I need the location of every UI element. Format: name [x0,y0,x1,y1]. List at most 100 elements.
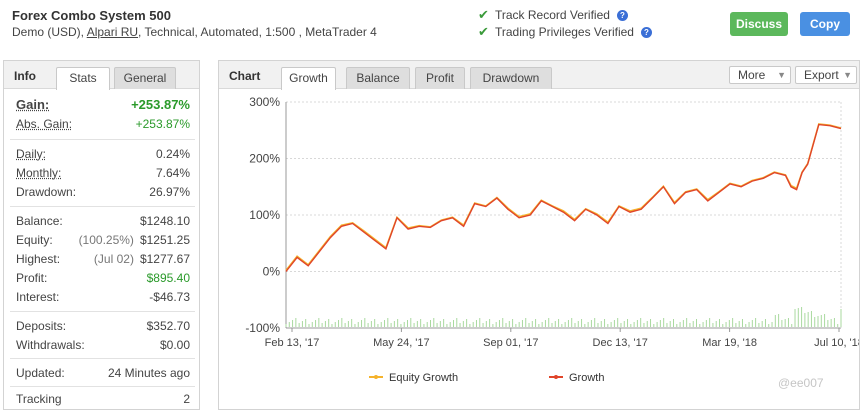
y-tick-label: 0% [263,265,281,279]
legend-label-equity-growth: Equity Growth [389,372,458,384]
discuss-button[interactable]: Discuss [730,12,788,36]
daily-value: 0.24% [155,147,190,161]
info-panel: Info Stats General Gain: +253.87% Abs. G… [3,60,200,410]
tab-general[interactable]: General [114,67,176,89]
x-tick-label: Sep 01, '17 [483,337,538,349]
legend-label-growth: Growth [569,372,604,384]
drawdown-label: Drawdown: [16,185,77,199]
growth-chart[interactable]: 300% 200% 100% 0% -100% Feb 13, '17 May 24, '… [219,90,859,410]
y-axis-labels: 300% 200% 100% 0% -100% [245,95,280,335]
watermark: @ee007 [778,376,824,390]
withdrawals-label: Withdrawals: [16,338,85,352]
track-record-verified: ✔ Track Record Verified ? [478,7,628,23]
legend-marker-growth [554,375,558,379]
x-tick-label: Dec 13, '17 [593,337,648,349]
stat-gain: Gain: +253.87% [16,97,190,113]
check-icon: ✔ [478,24,489,39]
balance-value: $1248.10 [139,214,190,228]
divider [10,311,195,312]
trading-privileges-label: Trading Privileges Verified [495,25,634,39]
daily-label[interactable]: Daily: [16,147,47,161]
profit-label: Profit: [16,271,48,285]
x-tick-label: Jul 10, '18 [814,337,859,349]
volume-bars [285,307,842,327]
chart-legend: Equity Growth Growth [369,372,604,384]
abs-gain-value: +253.87% [135,117,190,131]
tab-profit[interactable]: Profit [415,67,465,89]
stat-abs-gain: Abs. Gain: +253.87% [16,117,190,133]
x-tick-label: Feb 13, '17 [265,337,320,349]
system-subtitle: Demo (USD), Alpari RU, Technical, Automa… [12,25,377,39]
equity-value: $1251.25 [139,233,190,247]
equity-label: Equity: [16,233,53,247]
divider [10,206,195,207]
highest-label: Highest: [16,252,61,266]
interest-value: -$46.73 [149,290,190,304]
equity-percent: (100.25%) [78,233,134,247]
chart-panel-header: Chart Growth Balance Profit Drawdown Mor… [219,61,859,90]
broker-link[interactable]: Alpari RU [86,25,139,39]
profit-value: $895.40 [146,271,190,285]
stat-interest: Interest: -$46.73 [16,290,190,306]
help-icon[interactable]: ? [616,9,628,21]
x-axis-labels: Feb 13, '17 May 24, '17 Sep 01, '17 Dec 13,… [265,337,859,349]
deposits-label: Deposits: [16,319,67,333]
legend-marker-equity-growth [374,375,378,379]
abs-gain-label[interactable]: Abs. Gain: [16,117,73,131]
deposits-value: $352.70 [146,319,190,333]
drawdown-value: 26.97% [149,185,190,199]
tracking-label: Tracking [16,392,62,406]
tab-growth[interactable]: Growth [281,67,336,90]
divider [10,139,195,140]
updated-label: Updated: [16,366,65,380]
divider [10,358,195,359]
more-label: More [738,68,766,82]
system-details: , Technical, Automated, 1:500 , MetaTrad… [138,25,377,39]
copy-button[interactable]: Copy [800,12,850,36]
stat-updated: Updated: 24 Minutes ago [16,366,190,382]
tab-drawdown[interactable]: Drawdown [470,67,552,89]
highest-value: $1277.67 [139,252,190,266]
y-tick-label: -100% [245,321,280,335]
help-icon[interactable]: ? [640,26,652,38]
chart-lines [285,123,842,272]
more-dropdown[interactable]: More ▼ [729,66,791,84]
chart-grid [285,101,842,332]
stat-daily: Daily: 0.24% [16,147,190,163]
y-tick-label: 200% [249,152,280,166]
x-tick-label: May 24, '17 [373,337,430,349]
balance-label: Balance: [16,214,63,228]
stat-equity: Equity: (100.25%) $1251.25 [16,233,190,249]
stat-drawdown: Drawdown: 26.97% [16,185,190,201]
system-header: Forex Combo System 500 Demo (USD), Alpar… [0,0,866,46]
system-title: Forex Combo System 500 [12,8,171,23]
stat-deposits: Deposits: $352.70 [16,319,190,335]
highest-date: (Jul 02) [93,252,134,266]
equity-growth-line [285,123,842,271]
chart-panel: Chart Growth Balance Profit Drawdown Mor… [218,60,860,410]
chevron-down-icon: ▼ [777,70,786,80]
trading-privileges-verified: ✔ Trading Privileges Verified ? [478,24,652,40]
divider [10,386,195,387]
stat-withdrawals: Withdrawals: $0.00 [16,338,190,354]
updated-value: 24 Minutes ago [107,366,190,380]
chevron-down-icon: ▼ [843,70,852,80]
stat-monthly: Monthly: 7.64% [16,166,190,182]
check-icon: ✔ [478,7,489,22]
tab-balance[interactable]: Balance [346,67,410,89]
chart-title: Chart [229,69,261,83]
gain-value: +253.87% [131,97,190,112]
y-tick-label: 300% [249,95,280,109]
gain-label[interactable]: Gain: [16,97,50,112]
monthly-label[interactable]: Monthly: [16,166,62,180]
account-type: Demo (USD), [12,25,85,39]
y-tick-label: 100% [249,208,280,222]
export-label: Export [804,68,839,82]
tab-stats[interactable]: Stats [56,67,110,90]
x-tick-label: Mar 19, '18 [702,337,757,349]
growth-line [285,123,842,272]
export-dropdown[interactable]: Export ▼ [795,66,857,84]
monthly-value: 7.64% [155,166,190,180]
info-title: Info [14,69,36,83]
withdrawals-value: $0.00 [159,338,190,352]
